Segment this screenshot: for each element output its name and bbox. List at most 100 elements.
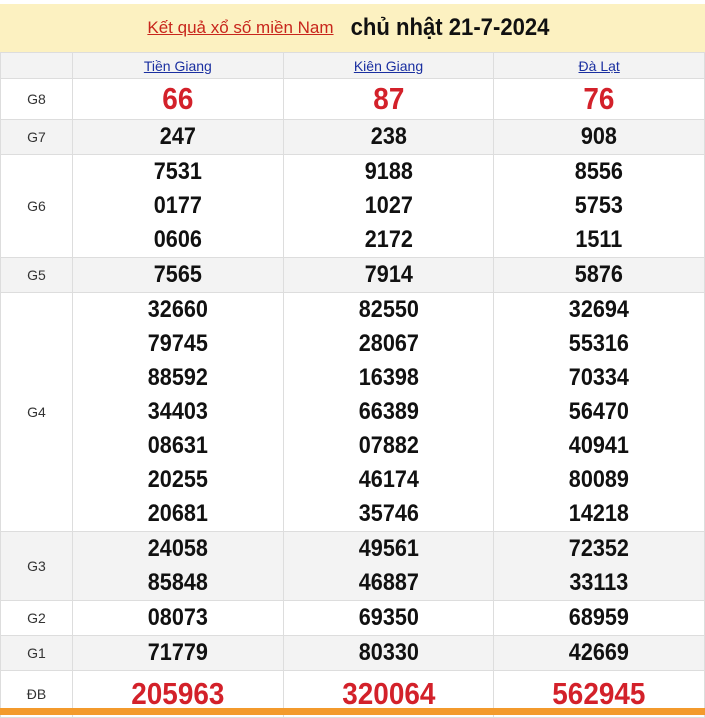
prize-cell: 7914 — [282, 257, 495, 293]
prize-number: 08631 — [147, 432, 208, 459]
prize-number: 71779 — [147, 639, 208, 666]
province-link[interactable]: Đà Lạt — [578, 57, 620, 74]
prize-number: 35746 — [358, 500, 419, 527]
prize-number: 1027 — [364, 192, 413, 219]
prize-number: 238 — [370, 123, 407, 150]
prize-number: 46174 — [358, 466, 419, 493]
prize-row: G2 08073 69350 68959 — [0, 600, 705, 636]
prize-cell: 66 — [72, 78, 284, 120]
prize-cell: 238 — [282, 119, 495, 155]
results-table: Tiền Giang Kiên Giang Đà Lạt G8 66 87 76 G7 2… — [0, 52, 705, 718]
prize-number: 247 — [159, 123, 196, 150]
prize-number: 66389 — [358, 398, 419, 425]
prize-number: 88592 — [147, 364, 208, 391]
prize-number: 16398 — [358, 364, 419, 391]
prize-cell: 908 — [493, 119, 705, 155]
prize-cell: 82550 28067 16398 66389 07882 46174 35746 — [282, 292, 495, 532]
prize-number: 8556 — [575, 158, 624, 185]
prize-cell: 9188 1027 2172 — [282, 154, 495, 258]
prize-number: 0177 — [153, 192, 202, 219]
prize-number: 40941 — [569, 432, 630, 459]
prize-number: 82550 — [358, 296, 419, 323]
prize-number: 49561 — [358, 535, 419, 562]
results-date: chủ nhật 21-7-2024 — [350, 14, 549, 41]
prize-label: G8 — [0, 78, 73, 120]
prize-label: G6 — [0, 154, 73, 258]
prize-cell: 76 — [493, 78, 705, 120]
prize-cell: 68959 — [493, 600, 705, 636]
prize-number: 28067 — [358, 330, 419, 357]
prize-row: G4 32660 79745 88592 34403 08631 20255 20681 825… — [0, 292, 705, 532]
prize-number: 56470 — [569, 398, 630, 425]
prize-cell: 8556 5753 1511 — [493, 154, 705, 258]
prize-cell: 32694 55316 70334 56470 40941 80089 14218 — [493, 292, 705, 532]
prize-number: 908 — [581, 123, 618, 150]
prize-number: 55316 — [569, 330, 630, 357]
prize-cell: 7565 — [72, 257, 284, 293]
prize-number: 320064 — [341, 676, 436, 711]
prize-cell: 49561 46887 — [282, 531, 495, 601]
results-link[interactable]: Kết quả xổ số miền Nam — [147, 18, 334, 37]
prize-cell: 42669 — [493, 635, 705, 671]
results-title: Kết quả xổ số miền Nam chủ nhật 21-7-202… — [0, 4, 705, 52]
province-link[interactable]: Kiên Giang — [353, 57, 424, 74]
prize-number: 08073 — [147, 604, 208, 631]
prize-row: G5 7565 7914 5876 — [0, 257, 705, 293]
prize-number: 20255 — [147, 466, 208, 493]
prize-number: 70334 — [569, 364, 630, 391]
prize-number: 68959 — [569, 604, 630, 631]
prize-cell: 80330 — [282, 635, 495, 671]
prize-cell: 69350 — [282, 600, 495, 636]
prize-number: 32694 — [569, 296, 630, 323]
prize-number: 24058 — [147, 535, 208, 562]
prize-label: G1 — [0, 635, 73, 671]
prize-number: 562945 — [552, 676, 646, 711]
prize-cell: 5876 — [493, 257, 705, 293]
province-header-row: Tiền Giang Kiên Giang Đà Lạt — [0, 52, 705, 79]
prize-number: 46887 — [358, 569, 419, 596]
prize-row: G3 24058 85848 49561 46887 72352 33113 — [0, 531, 705, 601]
prize-row: G8 66 87 76 — [0, 78, 705, 120]
prize-cell: 72352 33113 — [493, 531, 705, 601]
prize-cell: 7531 0177 0606 — [72, 154, 284, 258]
prize-cell: 08073 — [72, 600, 284, 636]
prize-number: 0606 — [153, 226, 202, 253]
prize-number: 1511 — [575, 226, 623, 253]
prize-row: G7 247 238 908 — [0, 119, 705, 155]
bottom-bar — [0, 708, 705, 715]
prize-label: G4 — [0, 292, 73, 532]
prize-number: 5876 — [575, 261, 624, 288]
prize-number: 2172 — [364, 226, 413, 253]
prize-row: G6 7531 0177 0606 9188 1027 2172 8556 5753 1511 — [0, 154, 705, 258]
prize-label: G5 — [0, 257, 73, 293]
prize-number: 9188 — [364, 158, 413, 185]
prize-number: 69350 — [358, 604, 419, 631]
prize-number: 85848 — [147, 569, 208, 596]
prize-cell: 71779 — [72, 635, 284, 671]
prize-number: 87 — [372, 81, 404, 116]
prize-number: 7914 — [364, 261, 413, 288]
prize-number: 66 — [162, 81, 194, 116]
prize-number: 20681 — [147, 500, 208, 527]
prize-number: 72352 — [569, 535, 630, 562]
prize-number: 07882 — [358, 432, 419, 459]
prize-number: 7531 — [153, 158, 202, 185]
prize-row: G1 71779 80330 42669 — [0, 635, 705, 671]
prize-number: 33113 — [569, 569, 629, 596]
prize-number: 32660 — [147, 296, 208, 323]
prize-number: 205963 — [131, 676, 225, 711]
prize-number: 80089 — [569, 466, 630, 493]
prize-cell: 247 — [72, 119, 284, 155]
prize-number: 80330 — [358, 639, 419, 666]
prize-cell: 32660 79745 88592 34403 08631 20255 20681 — [72, 292, 284, 532]
prize-number: 42669 — [569, 639, 630, 666]
prize-cell: 87 — [282, 78, 495, 120]
prize-number: 5753 — [575, 192, 624, 219]
prize-label: G2 — [0, 600, 73, 636]
prize-number: 76 — [583, 81, 615, 116]
prize-number: 14218 — [569, 500, 630, 527]
province-link[interactable]: Tiền Giang — [143, 57, 212, 74]
prize-number: 34403 — [147, 398, 208, 425]
prize-number: 7565 — [153, 261, 202, 288]
prize-label: G3 — [0, 531, 73, 601]
